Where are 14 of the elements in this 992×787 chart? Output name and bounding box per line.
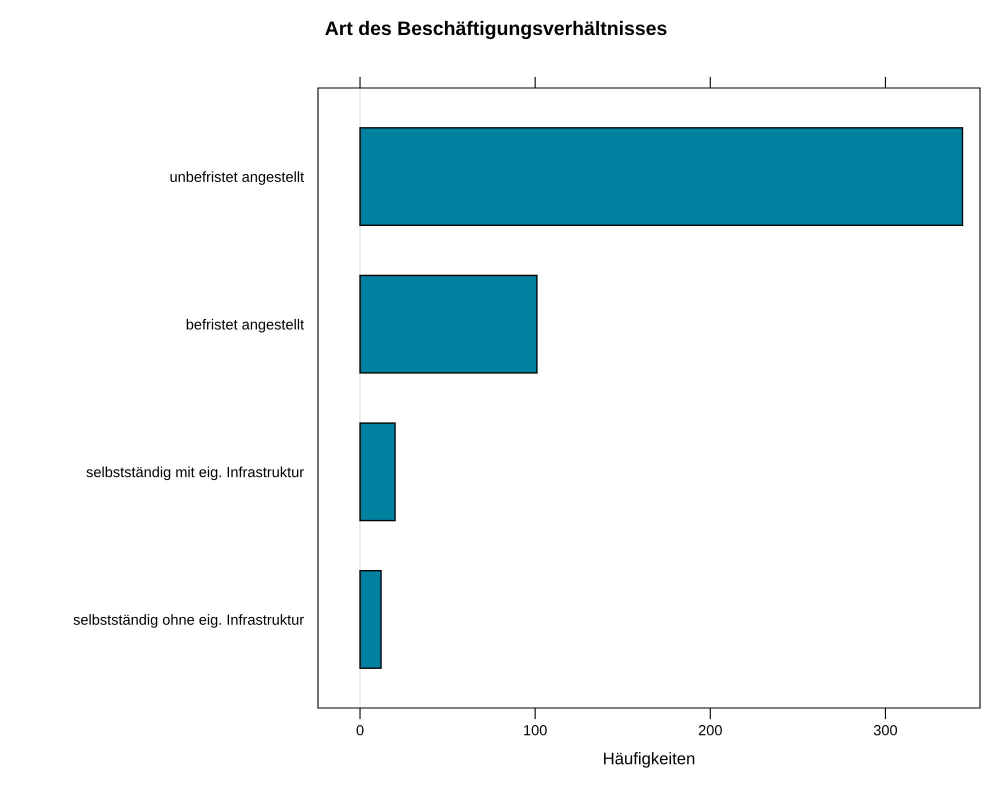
y-tick-label: selbstständig mit eig. Infrastruktur [86,466,304,480]
x-tick-label: 200 [698,725,722,736]
bar [359,422,396,522]
x-tick-label: 100 [524,725,547,736]
bar [359,570,382,669]
x-axis-title: Häufigkeiten [604,752,694,768]
bar [359,127,964,226]
y-tick-label: selbstständig ohne eig. Infrastruktur [74,614,304,628]
x-tick-label: 0 [356,725,364,736]
x-tick-label: 300 [874,725,898,736]
bar [359,274,538,374]
chart-title: Art des Beschäftigungsverhältnisses [325,20,666,40]
y-tick-label: unbefristet angestellt [170,171,304,185]
y-tick-label: befristet angestellt [186,318,304,332]
